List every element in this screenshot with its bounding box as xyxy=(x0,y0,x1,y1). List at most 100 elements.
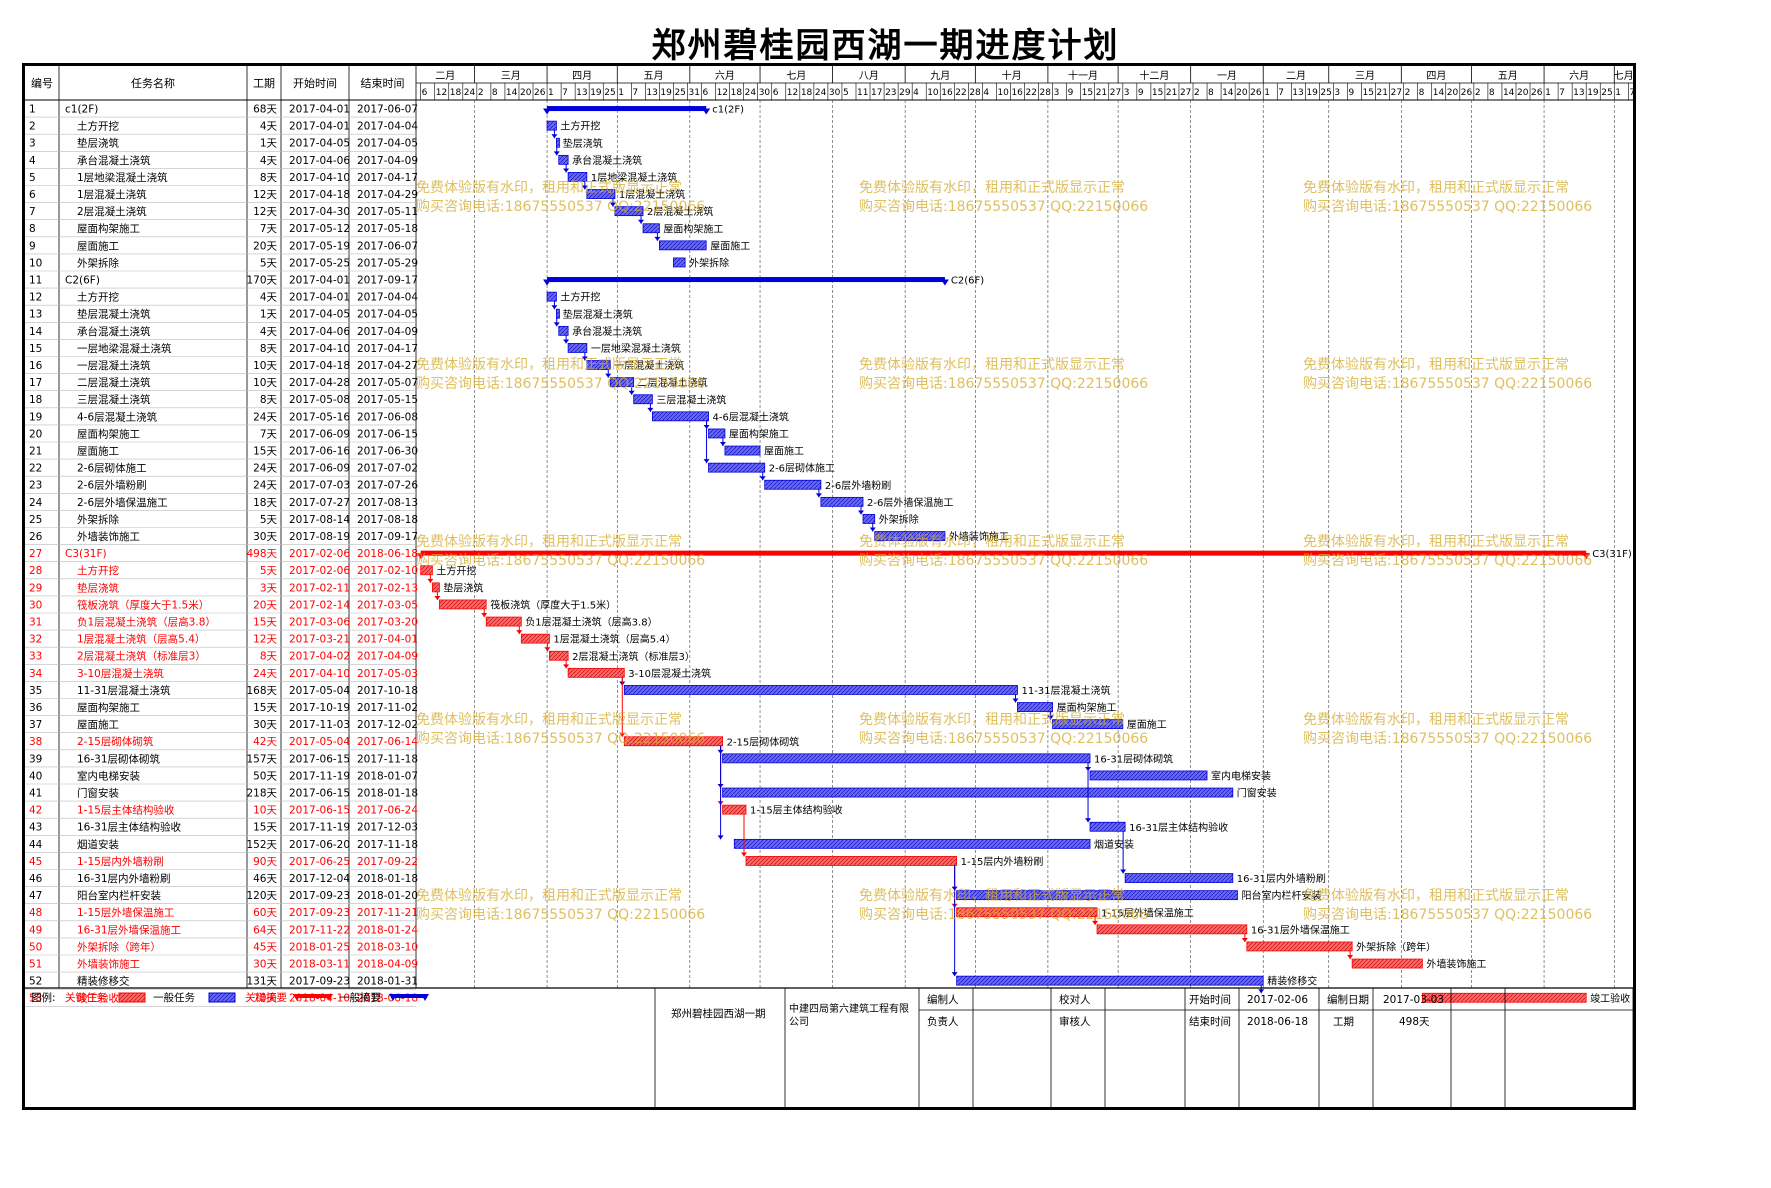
day-tick: 8 xyxy=(1489,88,1495,98)
task-name: 竣工验收 xyxy=(77,992,119,1005)
row-id: 40 xyxy=(29,770,42,782)
task-bar xyxy=(485,616,522,627)
task-duration: 30天 xyxy=(253,719,277,731)
footer-project: 郑州碧桂园西湖一期 xyxy=(671,1007,766,1020)
task-end: 2017-10-18 xyxy=(357,685,418,697)
task-bar xyxy=(1017,702,1053,712)
day-tick: 6 xyxy=(703,88,709,98)
day-tick: 13 xyxy=(1292,88,1303,98)
task-duration: 50天 xyxy=(253,770,277,782)
task-start: 2017-06-15 xyxy=(289,788,350,800)
row-id: 25 xyxy=(29,514,42,526)
task-duration: 8天 xyxy=(260,651,278,663)
bar-label: 16-31层砌体砌筑 xyxy=(1094,752,1173,765)
task-duration: 498天 xyxy=(246,548,277,560)
task-name: 屋面构架施工 xyxy=(77,701,140,714)
task-bar xyxy=(609,377,635,388)
task-name: c1(2F) xyxy=(65,104,98,116)
task-duration: 131天 xyxy=(246,976,277,988)
row-id: 34 xyxy=(29,668,43,680)
day-tick: 15 xyxy=(1363,88,1374,98)
task-name: 屋面施工 xyxy=(77,445,119,458)
day-tick: 1 xyxy=(1615,88,1621,98)
month-label: 十月 xyxy=(1002,69,1022,82)
day-tick: 22 xyxy=(1026,88,1037,98)
day-tick: 22 xyxy=(955,88,966,98)
footer-label: 校对人 xyxy=(1059,993,1091,1006)
row-id: 26 xyxy=(29,531,43,543)
bar-label: 土方开挖 xyxy=(436,564,476,577)
task-duration: 5天 xyxy=(260,257,278,269)
task-end: 2018-03-10 xyxy=(357,941,418,953)
day-tick: 20 xyxy=(520,88,532,98)
day-tick: 5 xyxy=(843,88,849,98)
task-name: 2层混凝土浇筑 xyxy=(77,205,147,218)
bar-label: 承台混凝土浇筑 xyxy=(572,325,642,338)
task-duration: 15天 xyxy=(253,702,277,714)
task-bar xyxy=(1351,958,1423,969)
day-tick: 1 xyxy=(1545,88,1551,98)
bar-label: 室内电梯安装 xyxy=(1211,769,1271,782)
bar-label: 1层地梁混凝土浇筑 xyxy=(591,171,677,184)
task-end: 2017-04-04 xyxy=(357,121,418,133)
month-label: 七月 xyxy=(1614,70,1633,82)
task-duration: 60天 xyxy=(253,907,277,919)
task-bar xyxy=(862,514,876,524)
column-header: 开始时间 xyxy=(293,76,337,90)
day-tick: 2 xyxy=(478,88,484,98)
task-name: 16-31层外墙保温施工 xyxy=(77,923,181,936)
task-duration: 1天 xyxy=(260,138,278,150)
task-bar xyxy=(1089,770,1208,781)
bar-label: 阳台室内栏杆安装 xyxy=(1241,889,1321,902)
task-bar xyxy=(1052,719,1124,730)
task-name: 阳台室内栏杆安装 xyxy=(77,889,161,902)
bar-label: 筏板浇筑（厚度大于1.5米） xyxy=(490,598,616,611)
footer-label: 开始时间 xyxy=(1189,993,1231,1006)
task-name: 承台混凝土浇筑 xyxy=(77,154,151,167)
task-end: 2017-11-21 xyxy=(357,907,418,919)
task-duration: 15天 xyxy=(253,822,277,834)
task-name: 1-15层主体结构验收 xyxy=(77,804,175,817)
task-end: 2017-03-05 xyxy=(357,599,418,611)
task-bar xyxy=(722,753,1091,764)
day-tick: 11 xyxy=(857,88,868,98)
task-start: 2017-04-28 xyxy=(289,377,350,389)
task-end: 2017-03-20 xyxy=(357,617,418,629)
task-end: 2018-01-18 xyxy=(357,873,418,885)
bar-label: 1-15层外墙保温施工 xyxy=(1101,906,1194,919)
task-bar xyxy=(733,838,1091,849)
row-id: 18 xyxy=(29,394,42,406)
task-name: 2-15层砌体砌筑 xyxy=(77,735,154,748)
task-end: 2018-01-07 xyxy=(357,770,418,782)
task-end: 2017-07-26 xyxy=(357,480,418,492)
day-tick: 15 xyxy=(1152,88,1163,98)
day-tick: 9 xyxy=(1068,88,1074,98)
task-duration: 12天 xyxy=(253,634,277,646)
task-bar xyxy=(1246,941,1353,952)
row-id: 52 xyxy=(29,976,42,988)
bar-label: 外墙装饰施工 xyxy=(1426,958,1486,971)
day-tick: 19 xyxy=(1587,88,1599,98)
task-bar xyxy=(651,411,709,422)
task-bar xyxy=(586,189,616,199)
summary-bar xyxy=(543,106,711,115)
row-id: 14 xyxy=(29,326,43,338)
legend-critical-summary: 关键摘要 xyxy=(245,991,287,1004)
day-tick: 19 xyxy=(590,88,602,98)
day-tick: 10 xyxy=(997,88,1009,98)
task-start: 2017-04-02 xyxy=(289,651,350,663)
task-end: 2017-04-09 xyxy=(357,326,418,338)
month-label: 七月 xyxy=(786,70,806,82)
month-label: 十二月 xyxy=(1139,69,1169,82)
task-duration: 24天 xyxy=(253,411,277,423)
task-duration: 70天 xyxy=(253,993,277,1005)
task-end: 2018-01-31 xyxy=(357,976,418,988)
task-name: 外墙装饰施工 xyxy=(77,530,140,543)
task-start: 2017-04-01 xyxy=(289,121,350,133)
task-start: 2017-05-16 xyxy=(289,411,350,423)
month-label: 二月 xyxy=(1286,70,1306,82)
day-tick: 17 xyxy=(871,88,882,98)
row-id: 17 xyxy=(29,377,42,389)
day-tick: 13 xyxy=(646,88,657,98)
bar-label: 垫层混凝土浇筑 xyxy=(563,308,633,321)
